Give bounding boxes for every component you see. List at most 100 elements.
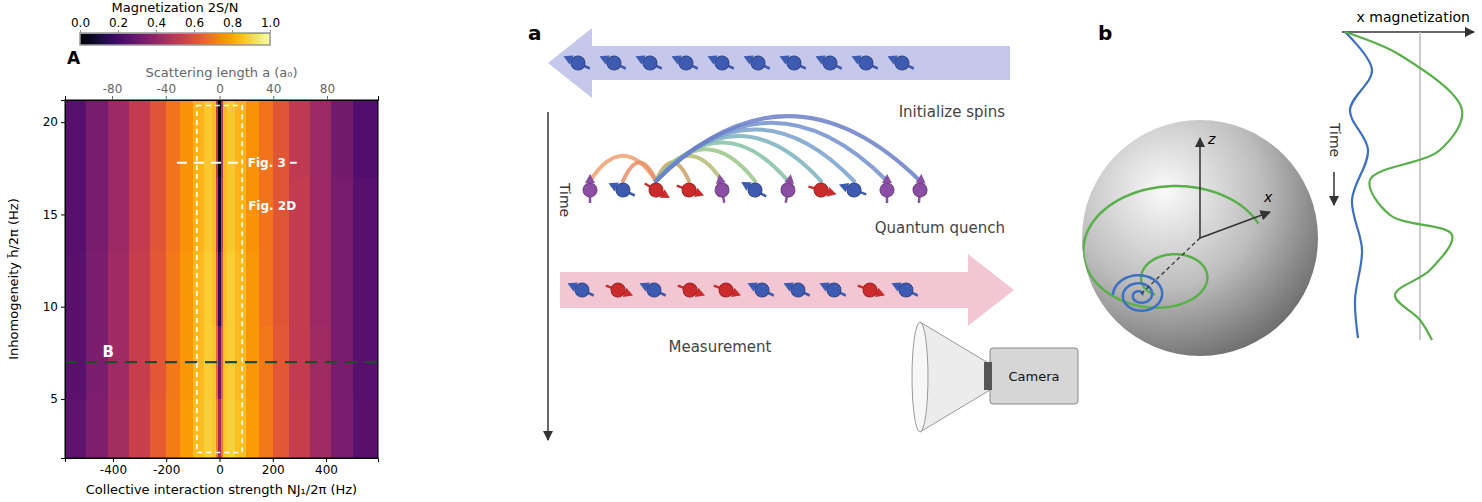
spin-ball	[912, 182, 927, 197]
heatmap-cell	[180, 399, 194, 458]
spin-head	[849, 52, 861, 65]
heatmap-cell	[108, 100, 130, 178]
heatmap-cell	[212, 251, 216, 325]
spin-head	[705, 52, 717, 65]
heatmap-cell	[227, 399, 235, 458]
y-axis-tick-label: 5	[50, 392, 58, 406]
spin-head	[781, 279, 793, 292]
x-axis-tick-mark	[273, 458, 274, 462]
heatmap-cell	[150, 178, 166, 252]
heatmap-cell	[218, 251, 222, 325]
y-axis-tick-mark	[61, 307, 65, 308]
annotation-line	[290, 162, 297, 164]
dashed-axis	[1140, 238, 1200, 295]
heatmap-cell	[235, 100, 246, 178]
spin-head	[817, 279, 829, 292]
heatmap-cell	[221, 100, 224, 178]
heatmap-cell	[86, 100, 108, 178]
heatmap-cell	[86, 251, 108, 325]
y-axis-title: Inhomogeneity h̃/2π (Hz)	[6, 198, 21, 360]
heatmap-cell	[273, 251, 289, 325]
spin	[745, 277, 777, 302]
y-axis-tick: 10	[43, 300, 65, 314]
colorbar-axis-tick-label: 0.0	[71, 16, 90, 30]
annotation-labels: BFig. 3Fig. 2D	[103, 156, 297, 361]
spin	[781, 277, 813, 302]
x-axis-tick-label: 0	[216, 463, 224, 477]
heatmap-cell	[86, 399, 108, 458]
spin	[603, 279, 635, 302]
heatmap-cell	[331, 178, 353, 252]
spin	[565, 277, 597, 302]
spin-head	[739, 178, 752, 191]
heatmap-cell	[227, 100, 235, 178]
x-axis-tick-mark	[166, 458, 167, 462]
heatmap-cell	[259, 251, 273, 325]
blue-spiral	[1113, 275, 1162, 310]
heatmap-cell	[310, 100, 332, 178]
heatmap-cell	[246, 399, 260, 458]
x2-axis-tick-mark	[219, 96, 220, 100]
spin	[777, 50, 809, 75]
heatmap-cell	[193, 251, 204, 325]
heatmap-cell	[310, 178, 332, 252]
interaction-arc	[656, 116, 920, 181]
magnetization-axis	[1342, 31, 1474, 33]
heatmap-cell	[166, 251, 180, 325]
heatmap-cell	[166, 178, 180, 252]
spin-head	[889, 279, 901, 292]
spin	[641, 177, 673, 204]
panel-label: b	[1098, 21, 1112, 45]
time-label: Time	[1327, 122, 1343, 157]
spin	[561, 50, 593, 75]
spin-head	[695, 288, 707, 300]
heatmap-cell	[289, 178, 311, 252]
heatmap-cell	[331, 100, 353, 178]
spin	[637, 277, 669, 302]
heatmap-cell	[289, 251, 311, 325]
x2-axis-tick-label: 0	[216, 82, 224, 96]
colorbar-axis-tick-mark	[156, 30, 157, 33]
y-axis-tick-mark	[61, 214, 65, 215]
colorbar	[80, 33, 270, 45]
spin-head	[597, 52, 609, 65]
annotation-line	[177, 162, 244, 164]
blue-curve	[1345, 32, 1372, 338]
y-axis-tick-label: 10	[43, 300, 58, 314]
heatmap-cell	[221, 399, 224, 458]
camera-cone-mouth	[912, 322, 928, 432]
heatmap-cell	[180, 251, 194, 325]
spin-head	[565, 279, 577, 292]
heatmap-cell	[273, 399, 289, 458]
x-axis-label: x	[1263, 189, 1273, 205]
x2-axis-tick-mark	[166, 96, 167, 100]
heatmap-cell	[65, 100, 87, 178]
spin	[912, 173, 928, 203]
y-axis-tick-label: 20	[43, 115, 58, 129]
heatmap-cell	[204, 100, 212, 178]
figure: BFig. 3Fig. 2D-400-20002004005101520-80-…	[0, 0, 1482, 502]
heatmap-cell	[108, 178, 130, 252]
heatmap-cell	[218, 399, 222, 458]
heatmap-cell	[310, 399, 332, 458]
y-axis-tick: 20	[43, 115, 65, 129]
annotation-box	[197, 106, 242, 453]
x-axis-tick-label: -200	[153, 463, 180, 477]
interaction-arc	[623, 162, 656, 181]
spin	[849, 50, 881, 75]
panel-a: aInitialize spinsTimeQuantum quenchMeasu…	[528, 21, 1078, 440]
x2-axis-line	[66, 96, 379, 101]
heatmap-cell	[193, 399, 204, 458]
x2-axis-tick: 0	[216, 82, 224, 100]
panel-b: bzxx magnetizationTime	[1082, 9, 1474, 356]
x-axis-tick: -400	[100, 458, 127, 477]
y-axis-tick: 15	[43, 208, 65, 222]
colorbar-axis-tick: 0.6	[185, 16, 204, 33]
x2-axis-tick-label: 40	[266, 82, 281, 96]
heatmap-cell	[235, 325, 246, 399]
annotation-label: Fig. 3	[248, 156, 286, 170]
heatmap-cell	[223, 251, 227, 325]
spin-head	[916, 174, 927, 184]
heatmap-cell	[212, 178, 216, 252]
heatmap-cell	[235, 251, 246, 325]
